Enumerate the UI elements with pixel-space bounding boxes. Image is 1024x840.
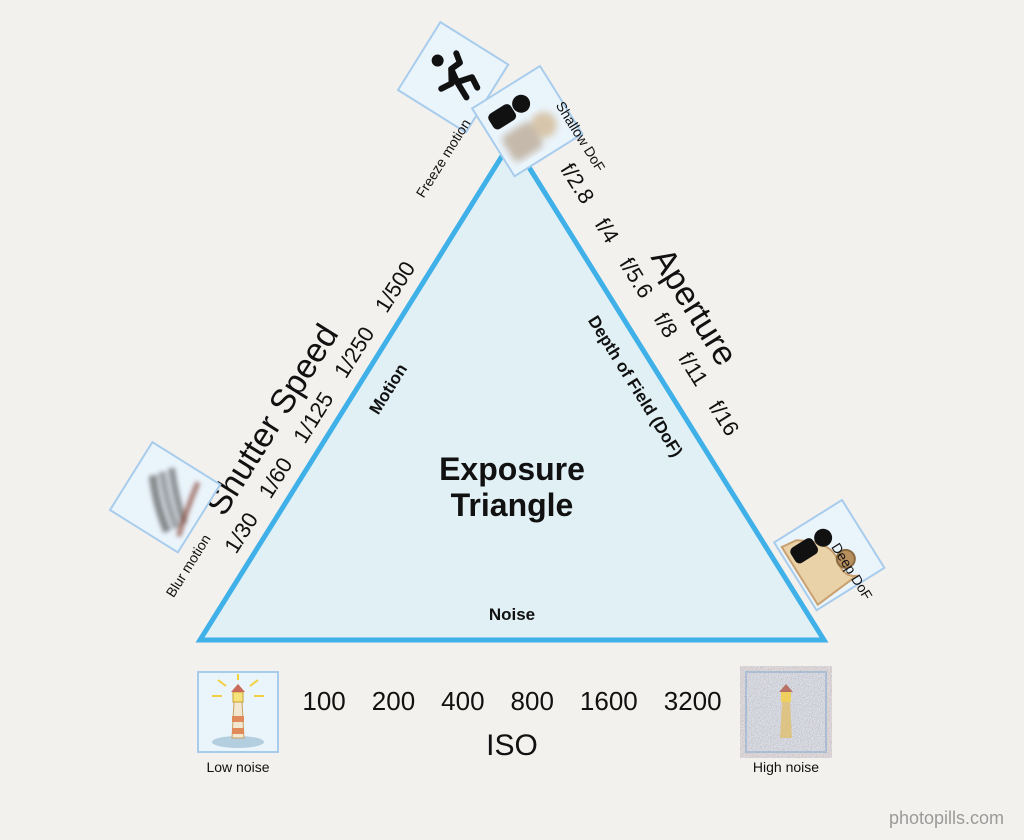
low-noise-caption: Low noise xyxy=(206,759,269,775)
high-noise-caption: High noise xyxy=(753,759,819,775)
center-title-line1: Exposure xyxy=(439,451,585,487)
credit: photopills.com xyxy=(889,808,1004,828)
center-title-line2: Triangle xyxy=(451,487,574,523)
high-noise-thumb xyxy=(746,672,826,752)
iso-title: ISO xyxy=(486,729,538,762)
iso-scale: 100 200 400 800 1600 3200 xyxy=(302,686,721,716)
low-noise-thumb xyxy=(198,672,278,752)
iso-inner-label: Noise xyxy=(489,605,535,624)
